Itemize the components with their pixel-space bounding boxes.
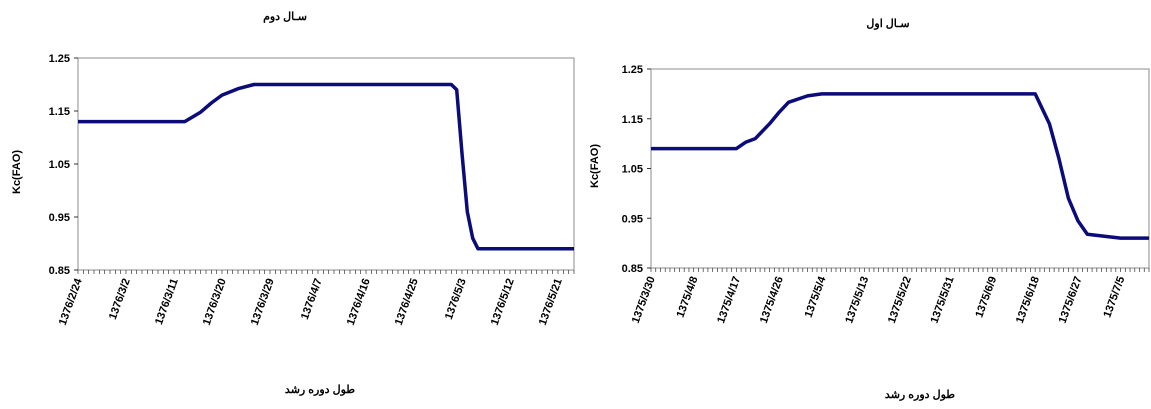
x-tick-label: 1375/3/30 bbox=[630, 275, 658, 325]
y-tick-label: 0.95 bbox=[49, 212, 70, 224]
y-tick-label: 1.15 bbox=[622, 114, 643, 126]
chart-year-1: سـال اول Kc(FAO) طول دوره رشد 1.25 1.15 1.… bbox=[589, 18, 1150, 401]
x-tick-label: 1375/5/4 bbox=[803, 274, 829, 319]
y-tick-label: 1.05 bbox=[49, 159, 70, 171]
series-line bbox=[78, 82, 574, 251]
y-axis-label: Kc(FAO) bbox=[589, 144, 601, 188]
y-tick-label: 1.25 bbox=[622, 64, 643, 76]
y-tick-label: 0.85 bbox=[622, 263, 643, 275]
y-tick-label: 0.85 bbox=[49, 265, 70, 277]
y-tick-label: 1.25 bbox=[49, 53, 70, 65]
x-tick-label: 1376/5/3 bbox=[443, 277, 469, 321]
plot-area bbox=[650, 68, 1150, 269]
x-tick-label: 1375/5/13 bbox=[843, 275, 871, 325]
x-tick-label: 1376/4/16 bbox=[345, 277, 373, 327]
x-tick-label: 1376/4/7 bbox=[299, 277, 325, 321]
chart-title: سـال اول bbox=[866, 18, 909, 30]
x-tick-label: 1375/4/26 bbox=[758, 275, 786, 325]
y-tick-label: 0.95 bbox=[622, 213, 643, 225]
x-tick-label: 1375/6/27 bbox=[1057, 275, 1085, 325]
y-tick-label: 1.15 bbox=[49, 106, 70, 118]
x-tick-label: 1376/3/11 bbox=[153, 277, 181, 327]
x-tick-label: 1376/3/29 bbox=[249, 277, 277, 327]
x-tick-label: 1376/3/20 bbox=[201, 277, 229, 327]
chart-title: سـال دوم bbox=[263, 11, 307, 23]
series-line bbox=[651, 92, 1149, 240]
y-tick-label: 1.05 bbox=[622, 164, 643, 176]
x-tick-label: 1376/2/24 bbox=[57, 276, 85, 327]
x-tick-label: 1375/4/8 bbox=[675, 275, 701, 319]
x-tick-label: 1375/6/9 bbox=[973, 275, 999, 319]
x-tick-label: 1376/5/12 bbox=[489, 277, 517, 327]
x-tick-label: 1375/4/17 bbox=[715, 275, 743, 325]
x-axis-label: طول دوره رشد bbox=[885, 389, 955, 401]
x-axis-label: طول دوره رشد bbox=[285, 384, 355, 396]
x-tick-label: 1375/5/31 bbox=[929, 275, 957, 325]
x-tick-label: 1376/3/2 bbox=[107, 277, 133, 321]
x-tick-label: 1375/5/22 bbox=[886, 275, 914, 325]
x-tick-label: 1375/6/18 bbox=[1014, 275, 1042, 325]
x-tick-label: 1375/7/5 bbox=[1101, 275, 1127, 319]
y-axis-label: Kc(FAO) bbox=[11, 150, 23, 194]
x-tick-label: 1376/4/25 bbox=[393, 277, 421, 327]
x-tick-label: 1376/5/21 bbox=[537, 277, 565, 327]
plot-area bbox=[77, 57, 575, 271]
chart-year-2: سـال دوم Kc(FAO) طول دوره رشد 1.25 1.15 1.… bbox=[11, 11, 575, 396]
